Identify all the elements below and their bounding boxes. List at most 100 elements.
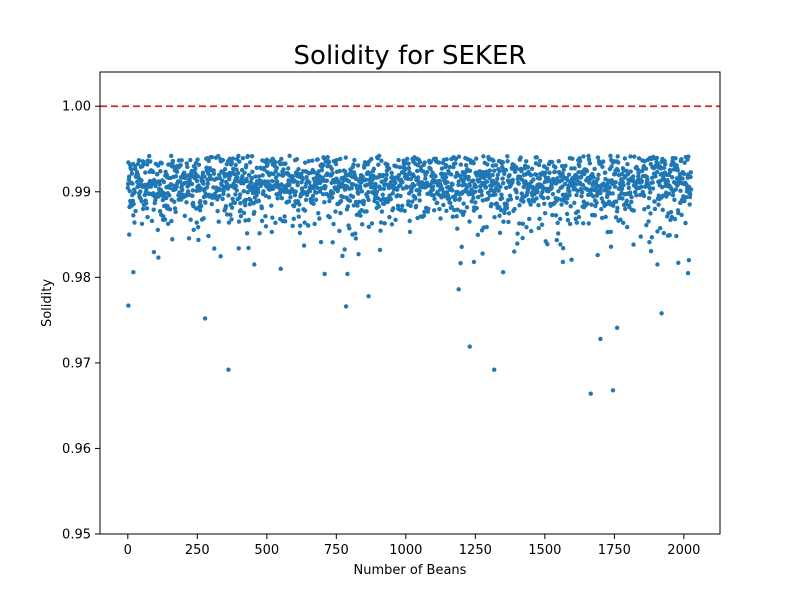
data-point — [428, 166, 433, 172]
data-point — [356, 191, 361, 196]
data-point — [610, 191, 615, 196]
data-point — [477, 214, 483, 220]
data-point — [194, 178, 200, 184]
data-point — [560, 184, 565, 189]
data-point — [527, 216, 532, 222]
data-point — [581, 221, 586, 226]
data-point — [432, 196, 437, 202]
data-point — [245, 190, 250, 195]
data-point — [381, 186, 387, 191]
data-point — [447, 164, 452, 170]
data-point — [256, 190, 261, 195]
data-point — [307, 189, 313, 194]
data-point — [147, 153, 152, 159]
data-point — [493, 192, 498, 197]
data-point — [596, 172, 601, 178]
data-point — [333, 161, 339, 167]
data-point — [270, 215, 275, 220]
data-point — [525, 187, 531, 193]
data-point — [600, 164, 605, 169]
data-point — [237, 192, 243, 197]
data-point — [243, 197, 248, 203]
x-tick-label: 2000 — [667, 543, 700, 558]
outlier-point — [614, 325, 620, 331]
data-point — [297, 223, 303, 228]
data-point — [198, 186, 204, 191]
data-point — [204, 185, 210, 190]
data-point — [515, 231, 520, 236]
data-point — [453, 156, 459, 162]
data-point — [333, 209, 338, 214]
data-point — [322, 199, 327, 205]
data-point — [406, 161, 411, 166]
data-point — [386, 166, 392, 171]
data-point — [504, 202, 509, 207]
data-point — [433, 174, 438, 179]
data-point — [269, 229, 275, 235]
data-point — [650, 186, 656, 191]
data-point — [221, 188, 226, 193]
data-point — [444, 208, 449, 214]
outlier-point — [131, 270, 136, 275]
data-point — [353, 199, 359, 205]
data-point — [263, 224, 269, 229]
data-point — [422, 160, 427, 165]
data-point — [467, 183, 472, 188]
data-point — [282, 214, 287, 219]
data-point — [661, 230, 667, 236]
data-point — [461, 201, 466, 206]
data-point — [514, 166, 519, 171]
data-point — [628, 154, 633, 159]
data-point — [132, 189, 137, 195]
data-point — [327, 198, 332, 204]
data-point — [198, 198, 203, 204]
data-point — [452, 207, 457, 213]
data-point — [667, 233, 672, 238]
data-point — [598, 190, 603, 196]
data-point — [177, 179, 183, 184]
data-point — [615, 154, 620, 159]
data-point — [330, 240, 335, 245]
data-point — [518, 155, 523, 160]
data-point — [579, 194, 584, 199]
data-point — [261, 189, 266, 194]
data-point — [668, 209, 674, 215]
data-point — [294, 156, 300, 162]
outlier-point — [560, 259, 566, 265]
data-point — [262, 167, 267, 172]
data-point — [313, 197, 319, 203]
data-point — [491, 158, 496, 163]
data-point — [506, 219, 511, 225]
data-point — [564, 211, 570, 217]
data-point — [351, 203, 357, 208]
outlier-point — [500, 270, 506, 275]
data-point — [215, 197, 220, 202]
data-point — [201, 216, 206, 221]
data-point — [502, 171, 507, 177]
data-point — [190, 193, 195, 198]
data-point — [555, 176, 560, 181]
data-point — [264, 157, 270, 162]
data-point — [277, 192, 283, 197]
data-point — [439, 166, 445, 171]
data-point — [156, 194, 161, 199]
data-point — [668, 169, 673, 174]
data-point — [389, 222, 395, 227]
data-point — [688, 191, 693, 197]
data-point — [315, 157, 320, 162]
data-point — [435, 200, 440, 206]
data-point — [541, 195, 546, 201]
data-point — [438, 216, 443, 221]
outlier-point — [595, 252, 600, 258]
data-point — [516, 181, 521, 186]
data-point — [220, 196, 225, 202]
data-point — [273, 175, 279, 180]
data-point — [472, 189, 478, 194]
data-point — [256, 198, 261, 204]
data-point — [641, 193, 647, 199]
data-point — [191, 227, 196, 232]
data-point — [195, 174, 201, 179]
data-point — [631, 208, 637, 213]
data-point — [555, 231, 561, 236]
data-point — [188, 217, 193, 222]
